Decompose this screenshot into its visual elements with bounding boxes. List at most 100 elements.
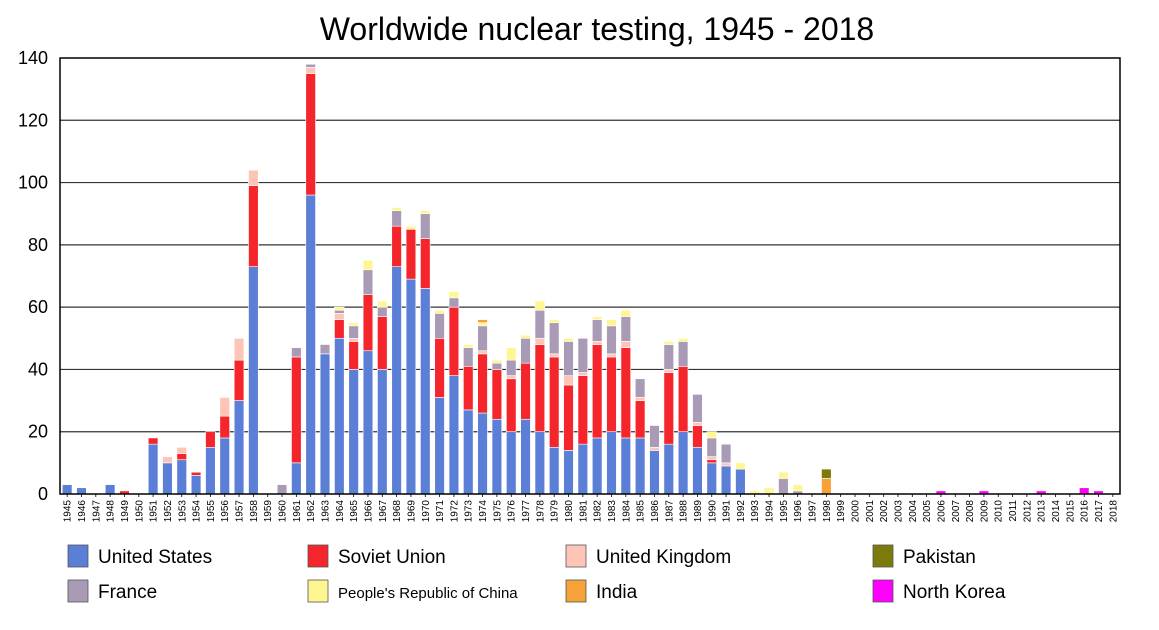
- bar-segment: [362, 294, 374, 352]
- x-tick-label: 1948: [106, 500, 117, 523]
- bar-segment: [549, 322, 560, 355]
- bar-segment: [1079, 487, 1090, 495]
- bar-segment: [534, 309, 546, 339]
- y-tick-label: 80: [28, 235, 48, 255]
- legend-swatch: [307, 579, 329, 603]
- bar-segment: [520, 362, 531, 420]
- bar-segment: [233, 400, 245, 495]
- legend: United States Soviet Union United Kingdom P…: [67, 544, 1006, 603]
- bar-segment: [405, 225, 417, 230]
- bar-segment: [692, 425, 703, 448]
- x-tick-label: 1961: [292, 500, 303, 523]
- bar-segment: [190, 475, 202, 495]
- x-tick-label: 1998: [822, 500, 833, 523]
- bar-segment: [362, 350, 374, 495]
- bar-segment: [377, 369, 388, 495]
- bar-segment: [420, 238, 431, 289]
- bar-segment: [391, 210, 402, 227]
- x-tick-label: 1945: [63, 500, 74, 523]
- bars: [61, 63, 1104, 495]
- bar-segment: [506, 359, 517, 376]
- bar-segment: [319, 353, 331, 495]
- bar-segment: [706, 456, 717, 461]
- x-tick-label: 1963: [321, 500, 332, 523]
- bar-segment: [706, 437, 717, 457]
- bar-segment: [692, 394, 703, 423]
- x-tick-label: 2017: [1094, 500, 1105, 523]
- bar-segment: [491, 418, 503, 495]
- x-tick-label: 1992: [736, 500, 747, 523]
- bar-segment: [506, 375, 517, 380]
- x-tick-label: 1968: [392, 500, 403, 523]
- x-tick-label: 1997: [808, 500, 819, 523]
- bar-segment: [491, 359, 503, 364]
- bar-segment: [61, 484, 73, 495]
- bar-segment: [591, 316, 603, 320]
- bar-segment: [634, 378, 646, 398]
- bar-segment: [663, 443, 674, 495]
- bar-segment: [348, 322, 359, 327]
- bar-segment: [620, 341, 631, 348]
- x-tick-label: 1954: [192, 500, 203, 523]
- x-tick-label: 1980: [564, 500, 575, 523]
- x-tick-label: 1962: [306, 500, 317, 523]
- bar-segment: [305, 67, 316, 74]
- x-tick-label: 1957: [235, 500, 246, 523]
- bar-segment: [463, 366, 474, 411]
- x-tick-label: 2013: [1037, 500, 1048, 523]
- bar-segment: [219, 415, 230, 439]
- bar-segment: [477, 319, 488, 324]
- bar-segment: [305, 63, 316, 68]
- x-tick-label: 1967: [378, 500, 389, 523]
- legend-label: India: [596, 582, 638, 603]
- bar-segment: [405, 228, 417, 280]
- bar-segment: [677, 366, 689, 433]
- bar-segment: [663, 341, 674, 345]
- bar-segment: [448, 375, 460, 495]
- x-tick-label: 2012: [1022, 500, 1033, 523]
- bar-segment: [706, 431, 717, 439]
- x-tick-label: 2016: [1080, 500, 1091, 523]
- bar-segment: [520, 334, 531, 339]
- bar-segment: [634, 397, 646, 401]
- y-tick-label: 20: [28, 422, 48, 442]
- bar-segment: [778, 471, 789, 479]
- bar-segment: [448, 297, 460, 308]
- x-tick-label: 1953: [177, 500, 188, 523]
- bar-segment: [463, 344, 474, 348]
- bar-segment: [334, 306, 345, 311]
- x-tick-label: 1971: [435, 500, 446, 523]
- x-tick-label: 1950: [134, 500, 145, 523]
- x-tick-label: 1988: [679, 500, 690, 523]
- x-tick-label: 1990: [707, 500, 718, 523]
- x-tick-label: 1947: [91, 500, 102, 523]
- bar-segment: [362, 269, 374, 295]
- bar-segment: [606, 356, 617, 433]
- x-tick-label: 1983: [607, 500, 618, 523]
- bar-segment: [663, 369, 674, 373]
- x-tick-label: 1964: [335, 500, 346, 523]
- x-tick-label: 1946: [77, 500, 88, 523]
- bar-segment: [549, 353, 560, 358]
- bar-segment: [720, 462, 732, 467]
- bar-segment: [434, 313, 445, 339]
- bar-segment: [549, 446, 560, 495]
- x-tick-label: 2011: [1008, 500, 1019, 522]
- bar-segment: [334, 313, 345, 320]
- bar-segment: [720, 465, 732, 495]
- legend-swatch: [565, 579, 587, 603]
- bar-segment: [577, 372, 589, 376]
- legend-swatch: [565, 544, 587, 568]
- x-tick-label: 1976: [507, 500, 518, 523]
- bar-segment: [491, 369, 503, 420]
- bar-segment: [434, 397, 445, 495]
- bar-segment: [305, 194, 316, 495]
- x-tick-label: 2003: [893, 500, 904, 523]
- bar-segment: [692, 422, 703, 426]
- x-tick-label: 1982: [593, 500, 604, 523]
- x-tick-label: 2018: [1108, 500, 1119, 523]
- bar-segment: [563, 341, 574, 376]
- bar-segment: [463, 409, 474, 495]
- x-tick-label: 1952: [163, 500, 174, 523]
- y-tick-label: 120: [18, 110, 48, 130]
